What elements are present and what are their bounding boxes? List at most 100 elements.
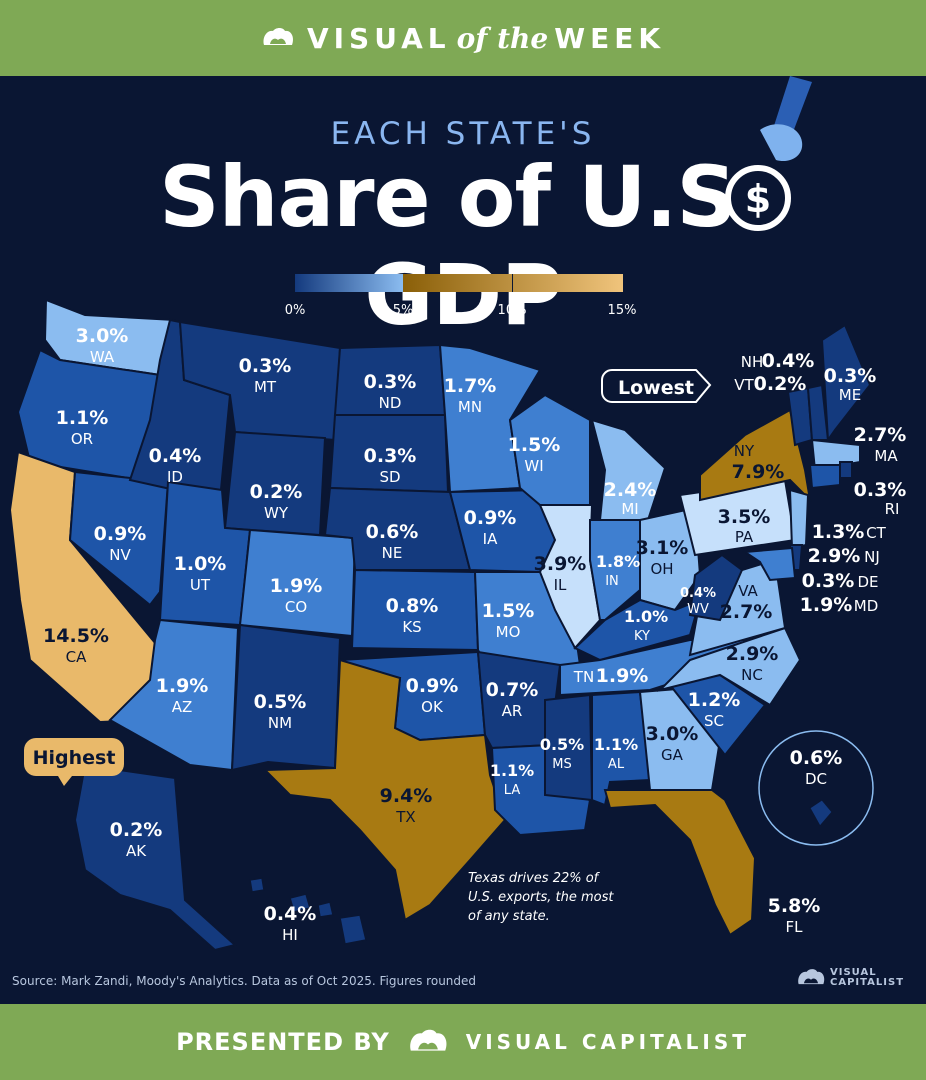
state-abbr-ut: UT — [190, 576, 211, 594]
value-label-wa: 3.0% — [76, 325, 129, 347]
presented-by-label: PRESENTED BY — [176, 1028, 390, 1056]
state-abbr-ma: MA — [874, 447, 898, 465]
state-ct — [808, 464, 841, 490]
state-abbr-tn: TN — [573, 668, 594, 686]
legend-tick-label: 5% — [393, 303, 414, 318]
value-label-ut: 1.0% — [174, 553, 227, 575]
value-label-tx: 9.4% — [380, 785, 433, 807]
state-abbr-il: IL — [554, 576, 567, 594]
value-label-nd: 0.3% — [364, 371, 417, 393]
value-label-la: 1.1% — [490, 761, 534, 780]
state-shapes — [8, 298, 872, 952]
value-label-al: 1.1% — [594, 735, 638, 754]
company-name: VISUAL CAPITALIST — [465, 1030, 750, 1054]
state-abbr-nv: NV — [109, 546, 131, 564]
value-label-mt: 0.3% — [239, 355, 292, 377]
state-abbr-oh: OH — [650, 560, 673, 578]
state-md — [742, 546, 797, 582]
kicker: EACH STATE'S — [330, 116, 596, 152]
state-abbr-sc: SC — [704, 712, 724, 730]
state-abbr-al: AL — [608, 757, 625, 772]
state-abbr-va: VA — [738, 582, 758, 600]
value-label-wv: 0.4% — [680, 586, 716, 601]
state-abbr-mt: MT — [254, 378, 277, 396]
value-label-vt: 0.2% — [754, 373, 807, 395]
state-nj — [788, 488, 810, 550]
value-label-oh: 3.1% — [636, 537, 689, 559]
presented-by-banner: PRESENTED BY VISUAL CAPITALIST — [0, 1004, 926, 1080]
state-abbr-or: OR — [71, 430, 93, 448]
state-abbr-nc: NC — [741, 666, 763, 684]
source-note: Source: Mark Zandi, Moody's Analytics. D… — [12, 974, 477, 988]
value-label-co: 1.9% — [270, 575, 323, 597]
value-label-ia: 0.9% — [464, 507, 517, 529]
value-label-me: 0.3% — [824, 365, 877, 387]
state-abbr-md: MD — [854, 597, 879, 615]
value-label-ct: 1.3% — [812, 521, 865, 543]
visual-capitalist-logo-icon — [798, 969, 825, 985]
state-abbr-nh: NH — [741, 353, 764, 371]
state-abbr-nj: NJ — [864, 548, 880, 566]
value-label-wi: 1.5% — [508, 434, 561, 456]
legend-tick-label: 0% — [285, 303, 306, 318]
color-legend: 0% 5% 10% 15% — [285, 274, 637, 318]
state-abbr-ok: OK — [421, 698, 444, 716]
value-label-ca: 14.5% — [43, 625, 109, 647]
value-label-md: 1.9% — [800, 594, 853, 616]
state-abbr-de: DE — [857, 573, 878, 591]
logo-text-line1: VISUAL — [830, 967, 877, 978]
state-ak — [73, 763, 238, 952]
state-abbr-wa: WA — [90, 348, 115, 366]
hand-coin-decoration: $ — [725, 76, 812, 231]
visual-capitalist-corner-logo: VISUAL CAPITALIST — [796, 966, 904, 990]
value-label-ga: 3.0% — [646, 723, 699, 745]
visual-capitalist-logo-icon — [409, 1029, 447, 1051]
state-abbr-ri: RI — [885, 500, 900, 518]
state-abbr-mn: MN — [458, 398, 482, 416]
legend-blue-band — [295, 274, 403, 292]
state-abbr-ia: IA — [483, 530, 498, 548]
legend-tick-label: 15% — [608, 303, 637, 318]
banner-title: VISUAL of the WEEK — [306, 21, 666, 55]
state-me — [820, 323, 872, 443]
value-label-or: 1.1% — [56, 407, 109, 429]
value-label-ar: 0.7% — [486, 679, 539, 701]
value-label-ms: 0.5% — [540, 735, 584, 754]
state-abbr-ky: KY — [634, 629, 650, 644]
value-label-sc: 1.2% — [688, 689, 741, 711]
value-label-nj: 2.9% — [808, 545, 861, 567]
value-label-mi: 2.4% — [604, 479, 657, 501]
logo-text-line2: CAPITALIST — [830, 977, 905, 988]
texas-note-line-3: of any state. — [468, 909, 550, 924]
value-label-dc: 0.6% — [790, 747, 843, 769]
visual-capitalist-logo-icon — [263, 28, 293, 45]
state-abbr-la: LA — [504, 783, 521, 798]
state-abbr-ne: NE — [382, 544, 403, 562]
state-abbr-ct: CT — [866, 524, 886, 542]
value-label-nh: 0.4% — [762, 350, 815, 372]
state-abbr-ny: NY — [734, 442, 755, 460]
value-label-az: 1.9% — [156, 675, 209, 697]
state-hi — [249, 877, 367, 945]
value-label-fl: 5.8% — [768, 895, 821, 917]
state-abbr-ks: KS — [402, 618, 421, 636]
state-abbr-pa: PA — [735, 528, 754, 546]
value-label-id: 0.4% — [149, 445, 202, 467]
value-label-ks: 0.8% — [386, 595, 439, 617]
state-abbr-wi: WI — [524, 457, 543, 475]
value-label-de: 0.3% — [802, 570, 855, 592]
state-abbr-me: ME — [839, 386, 861, 404]
value-label-mn: 1.7% — [444, 375, 497, 397]
state-abbr-co: CO — [285, 598, 307, 616]
state-abbr-vt: VT — [734, 376, 754, 394]
state-wv — [688, 553, 744, 622]
state-abbr-nd: ND — [379, 394, 402, 412]
state-abbr-fl: FL — [786, 918, 804, 936]
value-label-ma: 2.7% — [854, 424, 907, 446]
state-abbr-wy: WY — [264, 504, 289, 522]
state-abbr-ar: AR — [502, 702, 523, 720]
state-abbr-tx: TX — [395, 808, 415, 826]
value-label-nm: 0.5% — [254, 691, 307, 713]
